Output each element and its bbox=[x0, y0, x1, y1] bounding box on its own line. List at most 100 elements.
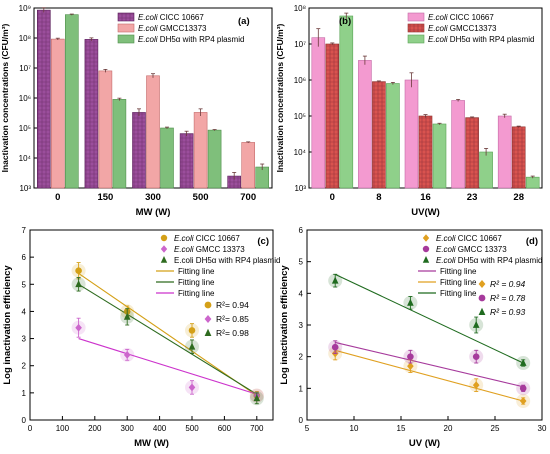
y-tick-label: 7 bbox=[22, 226, 27, 235]
bar bbox=[146, 75, 160, 189]
y-tick-label: 10⁷ bbox=[294, 40, 306, 49]
y-tick-label: 10⁸ bbox=[294, 4, 306, 13]
bar bbox=[479, 151, 493, 189]
x-tick-label: 0 bbox=[28, 424, 33, 433]
legend-label: Fitting line bbox=[178, 267, 215, 276]
data-point bbox=[407, 353, 414, 360]
data-point bbox=[472, 381, 480, 390]
legend-label: E.coli DH5α with RP4 plasmid bbox=[138, 35, 244, 44]
x-axis-label: MW (W) bbox=[134, 438, 169, 449]
fitting-line bbox=[78, 272, 258, 397]
bar bbox=[418, 115, 433, 189]
y-tick-label: 10⁸ bbox=[19, 34, 31, 43]
bar bbox=[432, 123, 447, 189]
x-tick-label: 16 bbox=[420, 192, 431, 203]
legend-label: Fitting line bbox=[178, 278, 215, 287]
bar bbox=[497, 115, 512, 189]
legend-label-text: GMCC 13373 bbox=[194, 245, 246, 254]
x-tick-label: 28 bbox=[513, 192, 524, 203]
r2-value: 0.78 bbox=[509, 293, 526, 303]
r2-value: 0.85 bbox=[232, 314, 249, 324]
data-point bbox=[331, 343, 339, 351]
panel-label: (a) bbox=[238, 16, 250, 27]
x-tick-label: 300 bbox=[121, 424, 135, 433]
x-tick-label: 20 bbox=[444, 424, 453, 433]
legend-label: E.coli CICC 10667 bbox=[436, 234, 502, 243]
legend-marker bbox=[160, 245, 168, 253]
y-tick-label: 10³ bbox=[294, 184, 306, 193]
bar bbox=[465, 117, 479, 189]
fitting-line bbox=[78, 338, 257, 395]
bar bbox=[451, 100, 465, 189]
bar bbox=[193, 112, 208, 189]
data-point bbox=[407, 362, 414, 371]
scatter-panel-d: 0 1 2 3 4 5 6 5 10 15 20 25 30 UV (W) Log inactivation… bbox=[279, 226, 547, 449]
y-tick-label: 10⁵ bbox=[294, 112, 306, 121]
bar bbox=[84, 39, 99, 189]
bar bbox=[160, 127, 174, 189]
legend-label-text: GMCC 13373 bbox=[456, 245, 508, 254]
y-tick-label: 6 bbox=[299, 226, 304, 235]
data-point bbox=[472, 320, 480, 328]
y-axis-label: Inactivation concentrations (CFU/m³) bbox=[275, 23, 285, 172]
y-tick-label: 5 bbox=[22, 280, 27, 289]
bar bbox=[179, 133, 194, 189]
legend-label-text: DH5α with RP4 plasmid bbox=[158, 35, 245, 44]
legend-label-text: CICC 10667 bbox=[194, 234, 241, 243]
panel-label: (b) bbox=[339, 16, 351, 27]
data-point bbox=[123, 312, 131, 320]
fitting-line bbox=[334, 273, 524, 364]
legend-label: E.coli GMCC13373 bbox=[428, 24, 497, 33]
data-point bbox=[188, 383, 196, 392]
y-tick-label: 5 bbox=[299, 258, 304, 267]
y-axis-label: Log inactivation efficiency bbox=[279, 265, 290, 385]
bar bbox=[255, 166, 269, 189]
r2-label: R²= 0.98 bbox=[216, 328, 249, 338]
r2-prefix: R² = bbox=[490, 307, 509, 317]
x-tick-label: 200 bbox=[88, 424, 102, 433]
x-tick-label: 5 bbox=[305, 424, 310, 433]
r2-prefix: R²= bbox=[216, 300, 232, 310]
y-tick-label: 2 bbox=[22, 362, 27, 371]
bar bbox=[241, 142, 255, 189]
legend-label-italic: E.coli bbox=[428, 35, 448, 44]
y-tick-label: 1 bbox=[299, 384, 304, 393]
y-tick-label: 3 bbox=[22, 335, 27, 344]
bar bbox=[525, 176, 540, 189]
legend-swatch bbox=[407, 12, 425, 22]
y-tick-label: 4 bbox=[299, 289, 304, 298]
x-tick-label: 150 bbox=[97, 192, 113, 203]
legend-label-text: CICC 10667 bbox=[158, 13, 205, 22]
plot-frame bbox=[29, 229, 274, 421]
r2-marker bbox=[204, 315, 212, 323]
y-tick-label: 2 bbox=[299, 353, 304, 362]
fitting-line bbox=[78, 283, 258, 395]
r2-label: R²= 0.94 bbox=[216, 300, 249, 310]
x-axis-label: MW (W) bbox=[136, 207, 171, 218]
legend-swatch bbox=[407, 23, 425, 33]
legend-marker bbox=[422, 234, 430, 242]
x-tick-label: 300 bbox=[145, 192, 161, 203]
r2-prefix: R²= bbox=[216, 314, 232, 324]
x-tick-label: 10 bbox=[350, 424, 359, 433]
bar bbox=[112, 99, 127, 189]
legend-label-text: E.coli DH5α with RP4 plasmid bbox=[174, 256, 280, 265]
data-point bbox=[75, 323, 82, 332]
y-tick-label: 10⁶ bbox=[19, 94, 31, 103]
x-tick-label: 15 bbox=[397, 424, 406, 433]
legend-label-text: GMCC13373 bbox=[158, 24, 207, 33]
bar bbox=[386, 83, 400, 189]
legend-marker bbox=[160, 234, 168, 242]
y-tick-label: 3 bbox=[299, 321, 304, 330]
r2-value: 0.93 bbox=[509, 307, 526, 317]
r2-label: R² = 0.93 bbox=[490, 307, 525, 317]
legend-label-italic: E.coli bbox=[138, 24, 158, 33]
legend-label: E.coli CICC 10667 bbox=[138, 13, 204, 22]
data-point bbox=[188, 327, 196, 334]
r2-label: R² = 0.94 bbox=[490, 279, 525, 289]
data-point bbox=[75, 280, 82, 288]
legend-label: Fitting line bbox=[178, 289, 215, 298]
data-point bbox=[75, 267, 82, 275]
legend-label-italic: E.coli bbox=[138, 35, 158, 44]
x-tick-label: 23 bbox=[467, 192, 478, 203]
